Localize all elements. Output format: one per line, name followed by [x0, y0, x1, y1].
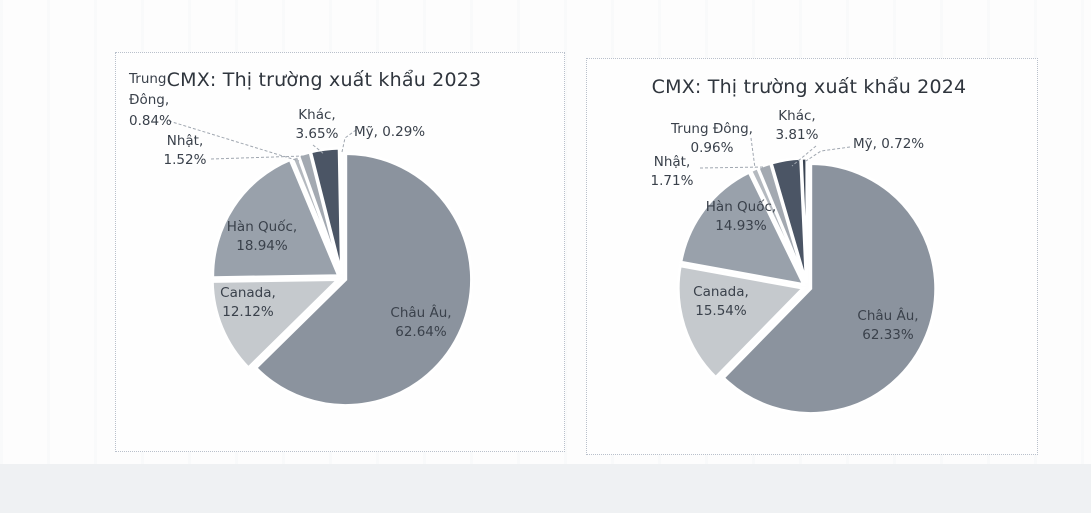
label-canada: Canada, 15.54% [693, 284, 749, 319]
label-khac: Khác, 3.65% [295, 107, 339, 142]
leader-line-nhat [210, 155, 305, 160]
label-han-quoc: Hàn Quốc, 14.93% [705, 199, 777, 234]
pie-slice-my [338, 146, 344, 275]
label-han-quoc: Hàn Quốc, 18.94% [226, 219, 298, 254]
label-trung-dong: Trung Đông, 0.84% [129, 71, 172, 129]
label-trung-dong: Trung Đông, 0.96% [671, 121, 753, 156]
pie-2024-svg [676, 137, 938, 415]
label-nhat: Nhật, 1.52% [163, 133, 207, 168]
pie-slice-canada [676, 264, 807, 380]
pie-slice-my [799, 156, 809, 284]
label-nhat: Nhật, 1.71% [650, 154, 694, 189]
pie-slice-han-quoc [211, 157, 341, 280]
chart-title-2024: CMX: Thị trường xuất khẩu 2024 [651, 76, 967, 98]
leader-line-my [805, 146, 851, 162]
pie-2023-slices [210, 146, 474, 407]
leader-line-nhat [699, 166, 765, 169]
label-chau-au: Châu Âu, 62.64% [390, 305, 452, 340]
label-khac: Khác, 3.81% [775, 108, 819, 143]
pie-chart-2023: CMX: Thị trường xuất khẩu 2023 Trung Đôn… [115, 52, 565, 452]
pie-slice-chau-au [253, 151, 474, 407]
pie-2024-leader-lines [699, 137, 851, 169]
leader-line-khac [312, 144, 325, 155]
label-my: Mỹ, 0.72% [853, 136, 925, 152]
leader-line-khac [791, 145, 817, 167]
pie-2023-svg [168, 120, 474, 407]
pie-slice-chau-au [721, 161, 938, 415]
pie-2023-leader-lines [168, 120, 357, 162]
label-my: Mỹ, 0.29% [354, 124, 426, 140]
chart-title-2023: CMX: Thị trường xuất khẩu 2023 [166, 69, 482, 91]
label-chau-au: Châu Âu, 62.33% [857, 308, 919, 343]
pie-chart-2024: CMX: Thị trường xuất khẩu 2024 Khác, 3.8… [586, 58, 1038, 455]
pie-slice-han-quoc [679, 170, 807, 287]
scan-shadow-band [0, 464, 1091, 513]
leader-line-trung-dong [168, 120, 300, 162]
pie-slice-canada [210, 277, 343, 371]
pie-2024-slices [676, 156, 938, 415]
label-canada: Canada, 12.12% [220, 285, 276, 320]
leader-line-trung-dong [750, 137, 756, 169]
